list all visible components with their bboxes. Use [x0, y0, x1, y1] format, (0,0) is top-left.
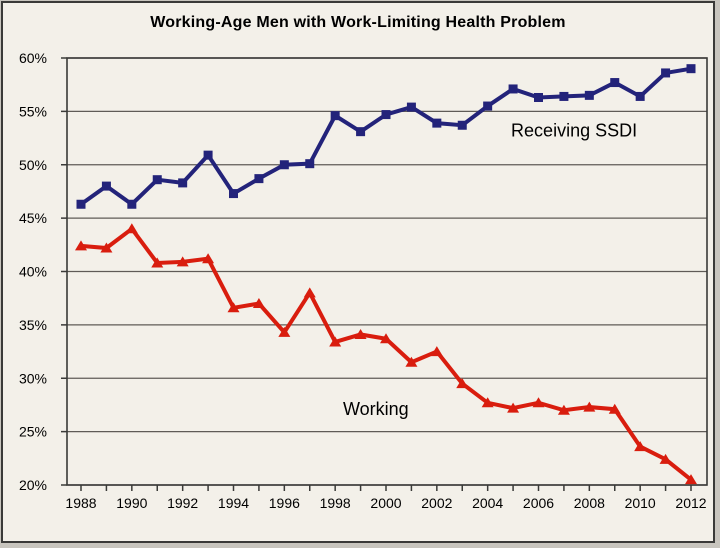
y-axis-label: 40%: [19, 264, 47, 280]
y-axis-label: 25%: [19, 424, 47, 440]
marker-receiving-ssdi: [686, 64, 696, 74]
marker-receiving-ssdi: [101, 181, 111, 191]
x-axis-label: 1994: [218, 495, 249, 511]
marker-working: [151, 257, 164, 268]
marker-receiving-ssdi: [483, 101, 493, 111]
marker-working: [202, 253, 215, 264]
y-axis-label: 20%: [19, 477, 47, 493]
marker-receiving-ssdi: [127, 199, 137, 209]
series-label-working: Working: [343, 399, 409, 419]
y-axis-label: 50%: [19, 157, 47, 173]
marker-working: [75, 240, 87, 251]
x-axis-label: 2012: [675, 495, 706, 511]
marker-working: [430, 346, 443, 357]
y-axis-label: 35%: [19, 317, 47, 333]
marker-receiving-ssdi: [279, 160, 289, 170]
marker-receiving-ssdi: [203, 150, 213, 160]
marker-working: [125, 223, 138, 234]
marker-working: [278, 326, 291, 337]
marker-working: [532, 397, 545, 408]
series-line-working: [80, 225, 693, 482]
marker-working: [507, 402, 520, 413]
marker-receiving-ssdi: [432, 118, 442, 128]
x-axis-label: 1992: [167, 495, 198, 511]
marker-receiving-ssdi: [330, 111, 340, 121]
y-axis-label: 60%: [19, 50, 47, 66]
marker-receiving-ssdi: [152, 175, 162, 185]
line-chart: 60% 55% 50% 45% 40% 35% 30% 25% 20% 1988 1990 1992 1…: [19, 50, 708, 511]
marker-working: [303, 287, 316, 298]
y-axis-label: 30%: [19, 370, 47, 386]
marker-receiving-ssdi: [178, 178, 188, 188]
x-axis-label: 2002: [421, 495, 452, 511]
marker-working: [608, 403, 621, 414]
marker-working: [456, 378, 469, 389]
marker-working: [659, 453, 672, 464]
marker-working: [634, 441, 647, 452]
marker-receiving-ssdi: [254, 174, 264, 184]
marker-working: [481, 397, 494, 408]
marker-working: [176, 256, 189, 267]
marker-working: [354, 328, 367, 339]
marker-receiving-ssdi: [305, 159, 315, 169]
chart-title: Working-Age Men with Work-Limiting Healt…: [150, 14, 566, 31]
marker-receiving-ssdi: [610, 78, 620, 88]
marker-receiving-ssdi: [584, 90, 594, 100]
marker-receiving-ssdi: [508, 84, 518, 94]
marker-working: [405, 356, 418, 367]
marker-receiving-ssdi: [635, 91, 645, 101]
x-axis-label: 1988: [65, 495, 96, 511]
x-axis-label: 2000: [370, 495, 401, 511]
marker-receiving-ssdi: [229, 189, 238, 199]
x-axis-label: 2006: [523, 495, 554, 511]
marker-receiving-ssdi: [559, 91, 569, 101]
marker-working: [685, 474, 697, 485]
marker-receiving-ssdi: [534, 92, 543, 102]
marker-working: [227, 302, 240, 313]
x-axis-label: 1990: [116, 495, 147, 511]
x-axis-label: 1998: [320, 495, 351, 511]
y-axis-label: 55%: [19, 103, 47, 119]
marker-working: [252, 298, 265, 309]
x-axis-label: 2010: [625, 495, 656, 511]
marker-receiving-ssdi: [661, 68, 671, 78]
marker-receiving-ssdi: [406, 102, 416, 112]
marker-receiving-ssdi: [76, 199, 86, 209]
marker-receiving-ssdi: [356, 127, 366, 137]
marker-receiving-ssdi: [381, 110, 391, 120]
x-axis-label: 2004: [472, 495, 503, 511]
marker-working: [583, 401, 596, 412]
series-label-receiving-ssdi: Receiving SSDI: [511, 121, 637, 141]
x-axis-label: 2008: [574, 495, 605, 511]
marker-working: [100, 242, 113, 253]
marker-working: [557, 404, 570, 415]
marker-receiving-ssdi: [457, 120, 467, 130]
marker-working: [329, 336, 342, 347]
y-axis-label: 45%: [19, 210, 47, 226]
marker-working: [380, 333, 392, 344]
x-axis-label: 1996: [269, 495, 300, 511]
